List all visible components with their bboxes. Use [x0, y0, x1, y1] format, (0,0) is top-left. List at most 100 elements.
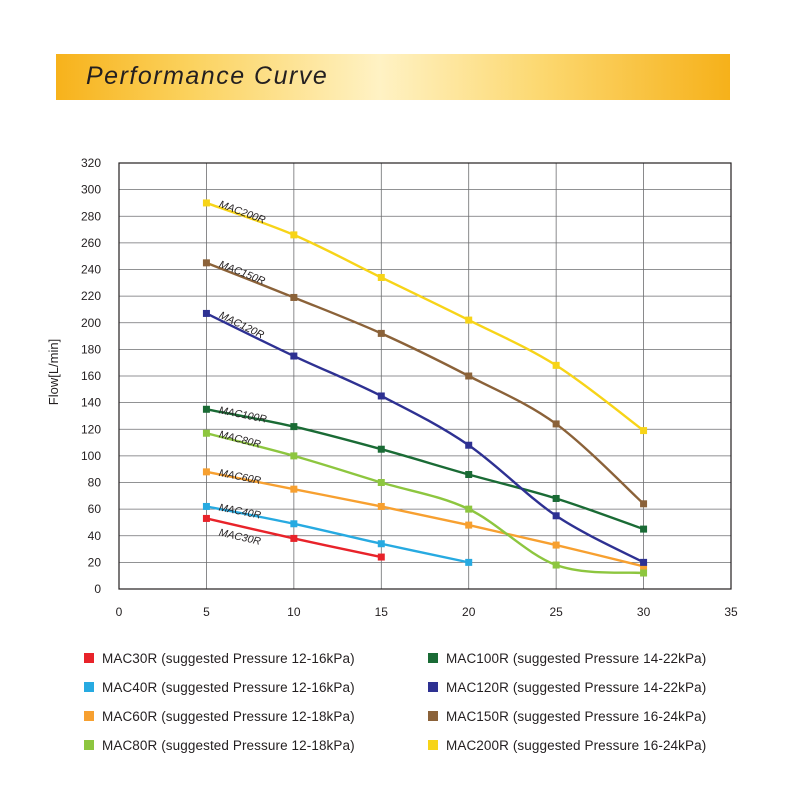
legend-item-mac100r: MAC100R (suggested Pressure 14-22kPa): [428, 650, 706, 666]
legend-item-mac150r: MAC150R (suggested Pressure 16-24kPa): [428, 708, 706, 724]
data-point: [202, 199, 210, 207]
data-point: [202, 429, 210, 437]
y-tick-label: 220: [81, 289, 101, 303]
curve-label: MAC60R: [218, 467, 263, 487]
series-line: [206, 432, 644, 575]
series-line: [206, 201, 645, 432]
curve-label: MAC120R: [217, 309, 266, 341]
y-tick-label: 320: [81, 156, 101, 170]
series-line: [205, 261, 645, 505]
y-tick-label: 140: [81, 396, 101, 410]
x-tick-label: 30: [637, 605, 651, 619]
x-tick-label: 0: [116, 605, 123, 619]
legend-label: MAC30R (suggested Pressure 12-16kPa): [102, 650, 355, 666]
series-mac120r: MAC120R: [202, 309, 648, 566]
data-point: [290, 423, 298, 431]
y-tick-label: 260: [81, 236, 101, 250]
data-point: [640, 427, 648, 435]
x-tick-label: 15: [375, 605, 389, 619]
title-banner: Performance Curve: [56, 54, 730, 100]
y-tick-label: 200: [81, 316, 101, 330]
y-tick-label: 160: [81, 369, 101, 383]
x-tick-label: 5: [203, 605, 210, 619]
curve-label: MAC40R: [218, 502, 263, 522]
legend-swatch: [84, 682, 94, 692]
data-point: [377, 540, 385, 548]
data-point: [552, 361, 560, 369]
data-point: [552, 561, 560, 569]
data-point: [202, 502, 210, 510]
data-point: [465, 316, 473, 324]
plot-frame: [118, 162, 732, 590]
y-tick-label: 120: [81, 422, 101, 436]
y-tick-label: 0: [94, 582, 101, 596]
x-tick-label: 10: [287, 605, 301, 619]
legend-label: MAC200R (suggested Pressure 16-24kPa): [446, 737, 707, 753]
data-point: [640, 558, 648, 566]
legend-item-mac40r: MAC40R (suggested Pressure 12-16kPa): [84, 679, 355, 695]
legend-item-mac30r: MAC30R (suggested Pressure 12-16kPa): [84, 650, 355, 666]
legend-label: MAC60R (suggested Pressure 12-18kPa): [102, 708, 355, 724]
y-tick-label: 60: [88, 502, 102, 516]
y-tick-label: 300: [81, 183, 101, 197]
series-mac200r: MAC200R: [202, 198, 648, 435]
data-point: [552, 494, 560, 502]
legend-swatch: [428, 682, 438, 692]
legend-swatch: [428, 711, 438, 721]
series-line: [206, 505, 469, 564]
legend-label: MAC120R (suggested Pressure 14-22kPa): [446, 679, 707, 695]
data-point: [640, 569, 648, 577]
x-tick-label: 35: [724, 605, 738, 619]
data-point: [290, 534, 298, 542]
series-line: [205, 312, 645, 564]
legend-swatch: [428, 653, 438, 663]
y-axis-label: Flow[L/min]: [46, 339, 61, 405]
data-point: [290, 485, 298, 493]
legend-label: MAC150R (suggested Pressure 16-24kPa): [446, 708, 707, 724]
curve-label: MAC100R: [218, 404, 268, 425]
data-point: [377, 553, 385, 561]
data-point: [290, 352, 298, 360]
y-tick-label: 80: [88, 476, 102, 490]
data-point: [202, 468, 210, 476]
data-point: [202, 259, 210, 267]
data-point: [202, 309, 210, 317]
y-tick-label: 40: [88, 529, 102, 543]
legend-swatch: [84, 740, 94, 750]
legend-swatch: [428, 740, 438, 750]
y-tick-label: 240: [81, 263, 101, 277]
data-point: [552, 541, 560, 549]
data-point: [640, 525, 648, 533]
data-point: [377, 479, 385, 486]
legend-label: MAC100R (suggested Pressure 14-22kPa): [446, 650, 707, 666]
data-point: [552, 512, 560, 520]
data-point: [640, 500, 648, 508]
legend-swatch: [84, 653, 94, 663]
x-tick-label: 25: [549, 605, 563, 619]
data-point: [290, 520, 298, 528]
curve-label: MAC150R: [217, 258, 267, 287]
legend-swatch: [84, 711, 94, 721]
y-tick-label: 20: [88, 555, 102, 569]
data-point: [465, 521, 473, 529]
x-tick-label: 20: [462, 605, 476, 619]
data-point: [465, 471, 473, 479]
data-point: [377, 392, 385, 400]
data-point: [377, 273, 385, 281]
curve-label: MAC80R: [218, 429, 263, 451]
data-point: [377, 445, 385, 453]
legend-item-mac120r: MAC120R (suggested Pressure 14-22kPa): [428, 679, 706, 695]
data-point: [640, 562, 648, 570]
data-point: [465, 558, 473, 566]
data-point: [552, 420, 560, 428]
chart-title: Performance Curve: [86, 62, 329, 90]
legend-item-mac200r: MAC200R (suggested Pressure 16-24kPa): [428, 737, 706, 753]
data-point: [290, 231, 298, 239]
data-point: [290, 293, 298, 301]
y-tick-label: 100: [81, 449, 101, 463]
y-tick-label: 180: [81, 342, 101, 356]
legend-item-mac80r: MAC80R (suggested Pressure 12-18kPa): [84, 737, 355, 753]
data-point: [202, 514, 210, 522]
legend-label: MAC40R (suggested Pressure 12-16kPa): [102, 679, 355, 695]
